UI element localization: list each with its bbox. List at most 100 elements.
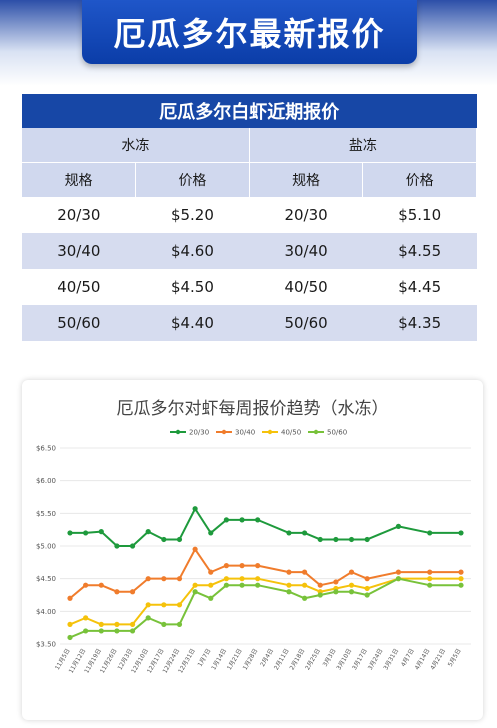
series-3-point [114,628,120,634]
series-0-point [239,517,245,523]
column-header: 价格 [362,162,477,197]
y-tick-label: $4.00 [36,608,56,616]
series-3-point [67,634,73,641]
series-1-point [395,569,402,575]
series-0-point [145,529,151,535]
table-cell: 20/30 [249,197,363,233]
table-row: 40/50 $4.50 40/50 $4.45 [22,269,477,305]
table-row: 50/60 $4.40 50/60 $4.35 [22,305,477,341]
price-table: 厄瓜多尔白虾近期报价 水冻 盐冻 规格 价格 规格 价格 20/30 $5.20… [22,94,478,341]
y-tick-label: $6.00 [36,477,56,485]
series-1-point [458,569,464,575]
series-2-point [286,582,292,588]
y-tick-label: $4.50 [36,575,56,583]
table-cell: 50/60 [249,305,363,341]
series-1-point [364,576,370,582]
series-line-1 [69,548,461,600]
series-2-point [302,582,308,588]
series-2-point [129,621,136,627]
series-3-point [129,628,136,634]
table-cell: $4.45 [362,269,477,305]
series-3-point [98,628,104,634]
series-0-point [208,530,214,536]
table-cell: 30/40 [22,233,136,269]
x-tick-label: 4月21日 [429,648,447,672]
series-2-point [145,602,151,608]
series-0-point [348,536,355,543]
series-1-point [255,563,261,569]
series-3-point [176,621,183,627]
series-2-point [83,615,89,621]
series-1-point [176,576,183,582]
table-cell: 40/50 [249,269,363,305]
series-1-point [348,569,355,575]
series-3-point [427,582,433,588]
series-3-point [395,576,402,582]
series-2-point [239,576,245,582]
series-0-point [129,543,136,549]
table-title: 厄瓜多尔白虾近期报价 [22,94,477,128]
series-3-point [333,589,339,595]
trend-chart: $3.50$4.00$4.50$5.00$5.50$6.00$6.5011月5日… [36,429,471,675]
series-1-point [145,576,151,582]
table-cell: 50/60 [22,305,136,341]
series-0-point [98,529,104,535]
series-3-point [239,582,245,588]
series-2-point [161,602,167,608]
legend-label-1: 30/40 [235,429,255,437]
series-1-point [208,569,214,575]
series-3-point [255,582,261,588]
table-row: 20/30 $5.20 20/30 $5.10 [22,197,477,233]
table-cell: $4.35 [362,305,477,341]
legend-label-0: 20/30 [189,429,209,437]
series-3-point [348,589,355,595]
series-2-point [427,576,433,582]
series-1-point [192,546,198,552]
table-cell: $4.40 [135,305,250,341]
series-3-point [302,595,308,601]
series-2-point [176,602,183,608]
x-tick-label: 1月7日 [197,648,213,669]
legend-marker-1 [221,429,227,435]
y-tick-label: $5.50 [36,510,56,518]
series-3-point [192,589,198,595]
title-banner: 厄瓜多尔最新报价 [82,0,417,64]
table-cell: 40/50 [22,269,136,305]
series-2-point [192,582,198,588]
x-tick-label: 5月5日 [447,648,463,669]
series-3-point [145,615,151,621]
y-tick-label: $3.50 [36,641,56,649]
series-0-point [458,530,464,536]
series-0-point [176,536,183,543]
series-3-point [286,589,292,595]
series-0-point [114,543,120,549]
x-tick-label: 4月7日 [400,648,416,669]
legend-marker-0 [175,429,181,435]
table-cell: $5.10 [362,197,477,233]
legend-label-2: 40/50 [281,429,301,437]
series-line-2 [69,577,461,626]
x-tick-label: 2月4日 [259,648,275,669]
column-header: 规格 [249,162,364,197]
table-cell: $4.60 [135,233,250,269]
series-0-point [83,530,89,536]
table-cell: 20/30 [22,197,136,233]
series-2-point [114,621,120,627]
series-2-point [67,621,73,627]
table-cell: $4.50 [135,269,250,305]
table-cell: $4.55 [362,233,477,269]
series-line-0 [70,507,461,547]
x-tick-label: 2月25日 [304,648,322,672]
series-0-point [317,536,323,543]
series-3-point [223,582,229,588]
series-0-point [333,536,339,543]
series-2-point [364,585,370,592]
table-row: 30/40 $4.60 30/40 $4.55 [22,233,477,269]
series-2-point [255,576,261,582]
series-1-point [286,569,292,575]
series-3-point [317,592,323,598]
y-tick-label: $5.00 [36,543,56,551]
series-0-point [395,523,402,529]
series-0-point [364,536,370,543]
series-1-point [427,569,433,575]
